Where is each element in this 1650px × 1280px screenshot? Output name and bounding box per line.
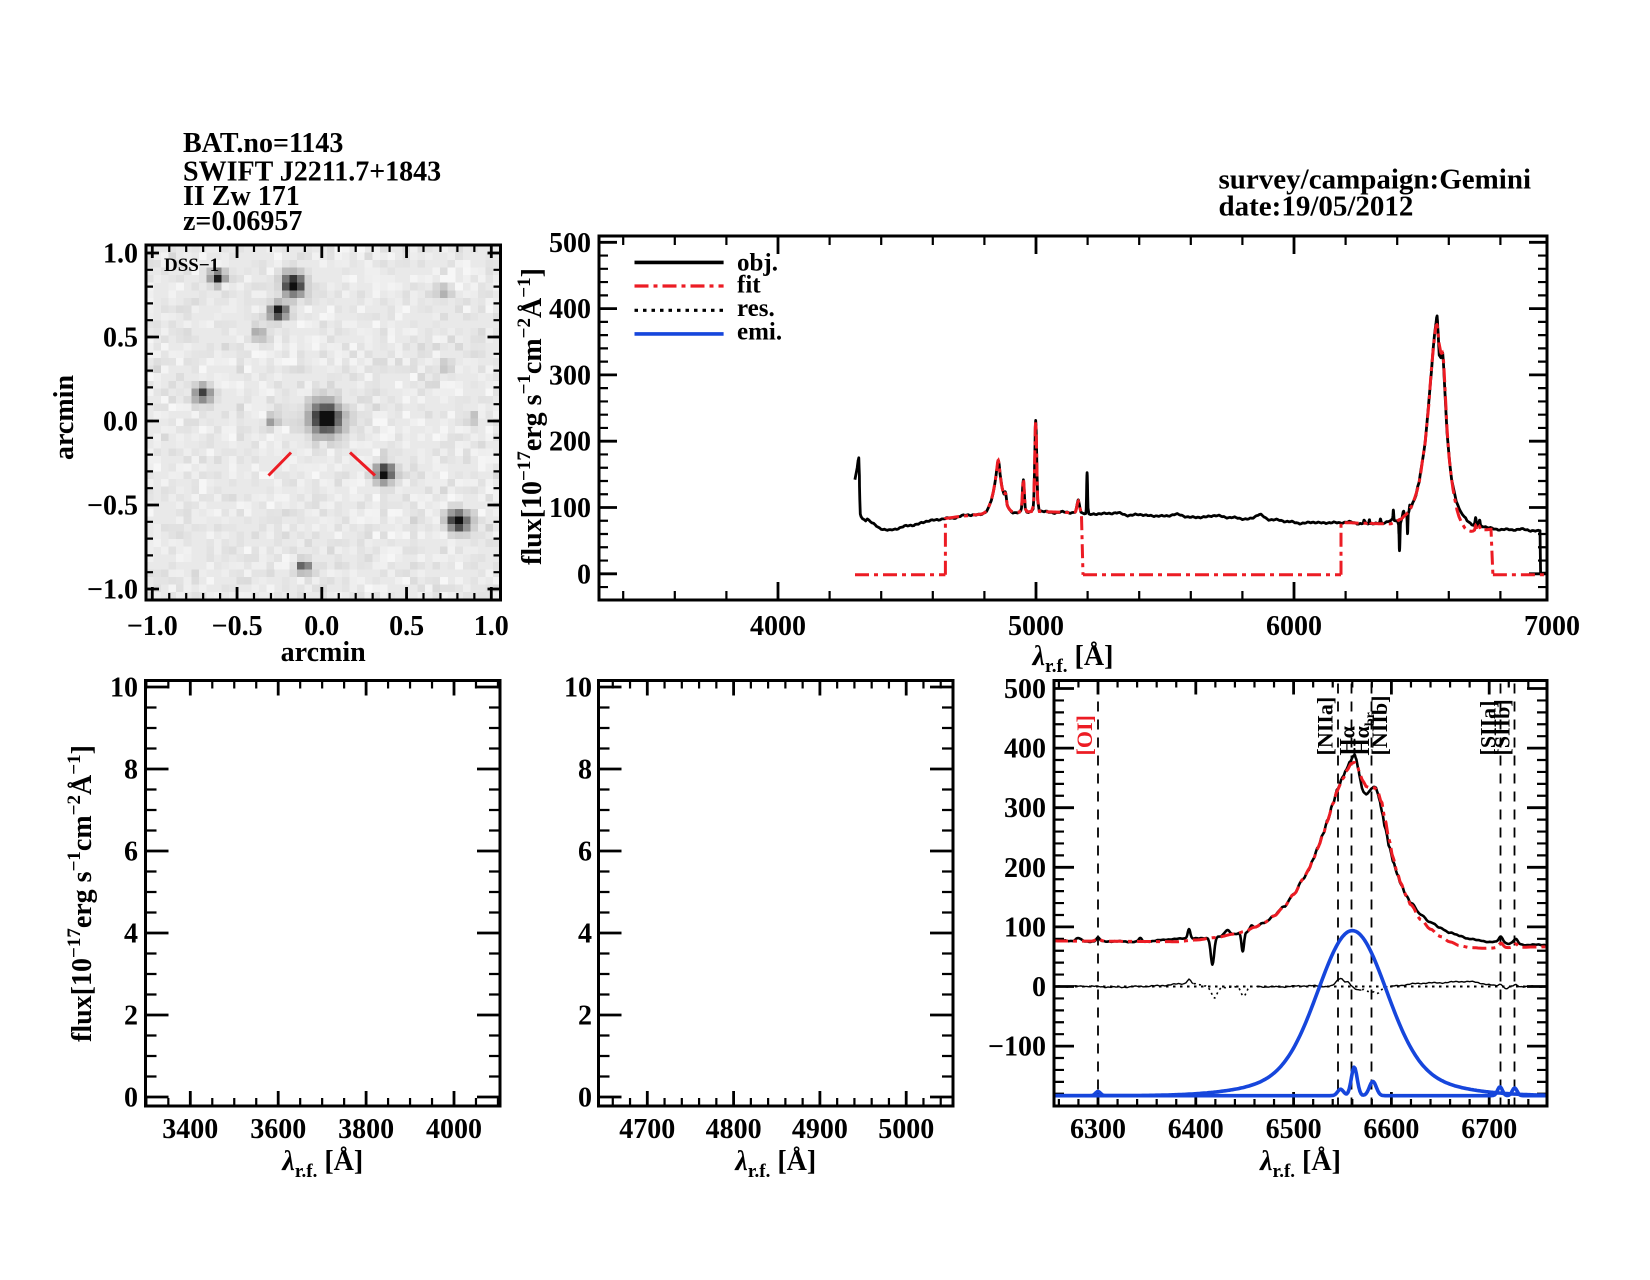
svg-text:6500: 6500: [1266, 1114, 1322, 1145]
svg-text:fit: fit: [737, 272, 761, 299]
svg-text:1.0: 1.0: [474, 611, 509, 642]
svg-text:6700: 6700: [1461, 1114, 1517, 1145]
svg-text:8: 8: [124, 755, 138, 786]
svg-text:500: 500: [1004, 674, 1046, 705]
svg-text:survey/campaign:Gemini: survey/campaign:Gemini: [1219, 164, 1532, 196]
svg-text:400: 400: [549, 294, 591, 325]
svg-text:6600: 6600: [1363, 1114, 1419, 1145]
svg-text:4700: 4700: [619, 1114, 675, 1145]
svg-text:λr.f. [Å]: λr.f. [Å]: [281, 1146, 363, 1182]
svg-text:6400: 6400: [1168, 1114, 1224, 1145]
svg-text:3600: 3600: [250, 1114, 306, 1145]
svg-text:0.5: 0.5: [103, 323, 138, 354]
svg-text:100: 100: [1004, 912, 1046, 943]
svg-text:0: 0: [578, 1083, 592, 1114]
svg-text:−0.5: −0.5: [87, 491, 138, 522]
svg-text:4000: 4000: [426, 1114, 482, 1145]
svg-text:5000: 5000: [1008, 611, 1064, 642]
svg-text:0: 0: [1032, 972, 1046, 1003]
svg-text:date:19/05/2012: date:19/05/2012: [1219, 191, 1414, 223]
svg-text:0.0: 0.0: [304, 611, 339, 642]
svg-text:6: 6: [578, 837, 592, 868]
svg-text:8: 8: [578, 755, 592, 786]
svg-text:−1.0: −1.0: [127, 611, 178, 642]
svg-text:0: 0: [577, 559, 591, 590]
svg-text:obj.: obj.: [737, 249, 778, 276]
svg-text:−0.5: −0.5: [212, 611, 263, 642]
svg-text:arcmin: arcmin: [281, 637, 366, 668]
svg-text:3800: 3800: [338, 1114, 394, 1145]
svg-text:300: 300: [549, 360, 591, 391]
svg-text:emi.: emi.: [737, 318, 782, 345]
svg-text:4: 4: [124, 919, 138, 950]
svg-text:0.5: 0.5: [389, 611, 424, 642]
svg-text:5000: 5000: [878, 1114, 934, 1145]
svg-text:II Zw 171: II Zw 171: [183, 181, 300, 212]
svg-text:λr.f. [Å]: λr.f. [Å]: [734, 1146, 816, 1182]
svg-text:10: 10: [564, 673, 592, 704]
svg-text:2: 2: [578, 1001, 592, 1032]
svg-text:−100: −100: [988, 1032, 1046, 1063]
svg-text:res.: res.: [737, 295, 775, 322]
svg-text:0.0: 0.0: [103, 407, 138, 438]
svg-text:SWIFT J2211.7+1843: SWIFT J2211.7+1843: [183, 156, 441, 187]
svg-text:4000: 4000: [750, 611, 806, 642]
svg-text:[SIIb]: [SIIb]: [1490, 699, 1515, 755]
svg-text:Hα: Hα: [1335, 725, 1360, 755]
svg-text:3400: 3400: [162, 1114, 218, 1145]
svg-text:flux[10−17erg s−1cm−2Å−1]: flux[10−17erg s−1cm−2Å−1]: [64, 745, 98, 1042]
svg-text:z=0.06957: z=0.06957: [183, 206, 302, 237]
svg-text:2: 2: [124, 1001, 138, 1032]
svg-text:4: 4: [578, 919, 592, 950]
svg-text:BAT.no=1143: BAT.no=1143: [183, 128, 343, 159]
svg-text:arcmin: arcmin: [49, 375, 80, 460]
svg-text:[NIIa]: [NIIa]: [1313, 697, 1338, 756]
svg-text:flux[10−17erg s−1cm−2Å−1]: flux[10−17erg s−1cm−2Å−1]: [514, 268, 548, 565]
svg-text:500: 500: [549, 228, 591, 259]
svg-text:6000: 6000: [1266, 611, 1322, 642]
svg-text:[OI]: [OI]: [1072, 715, 1097, 755]
svg-text:[NIIb]: [NIIb]: [1367, 696, 1392, 756]
svg-text:10: 10: [110, 673, 138, 704]
svg-text:DSS−1: DSS−1: [164, 255, 219, 276]
svg-text:λr.f. [Å]: λr.f. [Å]: [1032, 641, 1114, 677]
svg-text:λr.f. [Å]: λr.f. [Å]: [1259, 1146, 1341, 1182]
svg-text:[SIIa]: [SIIa]: [1476, 700, 1501, 755]
svg-text:300: 300: [1004, 793, 1046, 824]
svg-text:200: 200: [549, 427, 591, 458]
svg-text:6: 6: [124, 837, 138, 868]
svg-text:1.0: 1.0: [103, 239, 138, 270]
svg-text:0: 0: [124, 1083, 138, 1114]
svg-text:−1.0: −1.0: [87, 575, 138, 606]
svg-text:7000: 7000: [1524, 611, 1580, 642]
svg-text:100: 100: [549, 493, 591, 524]
svg-text:400: 400: [1004, 734, 1046, 765]
svg-text:4800: 4800: [706, 1114, 762, 1145]
svg-text:4900: 4900: [792, 1114, 848, 1145]
svg-text:200: 200: [1004, 853, 1046, 884]
svg-text:6300: 6300: [1070, 1114, 1126, 1145]
